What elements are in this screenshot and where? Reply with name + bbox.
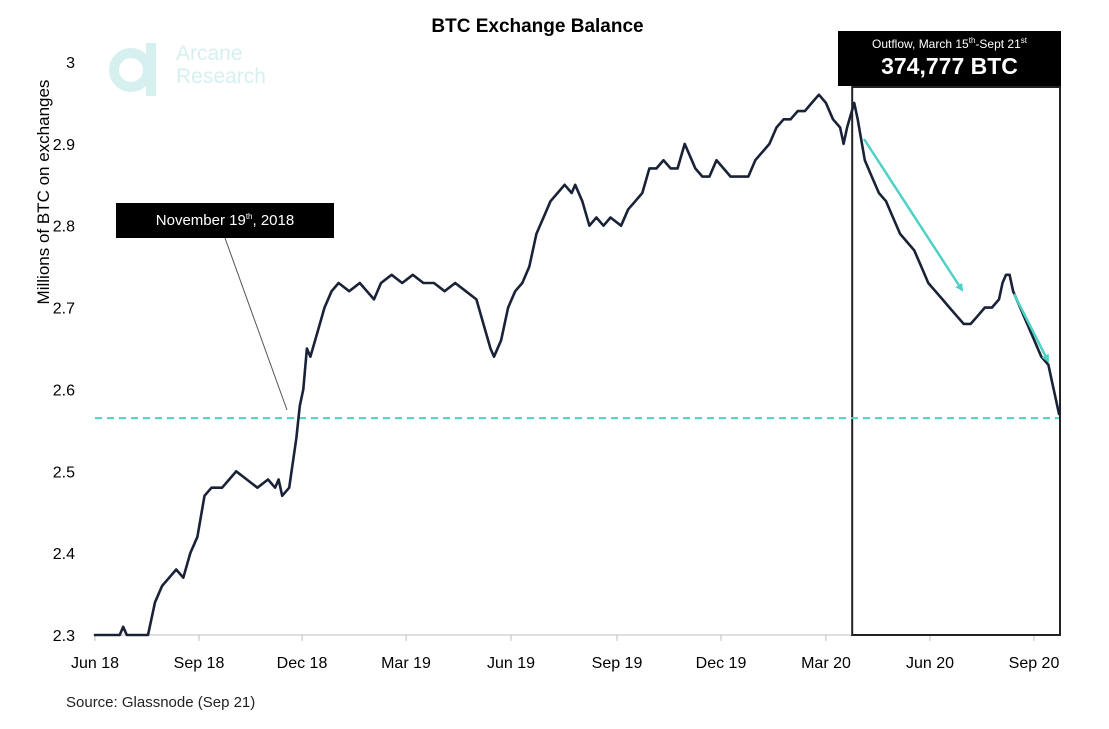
outflow-caption-sup1: th — [968, 36, 976, 45]
y-tick-label: 3 — [66, 55, 75, 72]
y-tick-label: 2.8 — [53, 219, 75, 236]
callout-leader — [224, 237, 288, 411]
x-tick-label: Sep 20 — [1009, 655, 1060, 672]
highlight-region-box — [851, 86, 1062, 636]
x-tick-label: Jun 20 — [906, 655, 954, 672]
y-tick-label: 2.9 — [53, 137, 75, 154]
outflow-caption-sup2: st — [1020, 36, 1027, 45]
x-tick-label: Dec 18 — [277, 655, 328, 672]
x-tick-label: Jun 19 — [487, 655, 535, 672]
y-tick-label: 2.4 — [53, 546, 75, 563]
chart-title: BTC Exchange Balance — [431, 16, 644, 37]
outflow-callout: Outflow, March 15th-Sept 21st 374,777 BT… — [838, 31, 1061, 86]
x-tick-label: Mar 20 — [801, 655, 851, 672]
y-tick-label: 2.3 — [53, 628, 75, 645]
outflow-caption-prefix: Outflow, March 15 — [872, 37, 969, 51]
trend-arrows — [862, 138, 1050, 363]
trend-arrow-2 — [1012, 293, 1050, 363]
x-tick-label: Sep 18 — [174, 655, 225, 672]
arcane-logo-icon — [109, 43, 156, 96]
logo-wordmark: Arcane Research — [176, 42, 266, 88]
y-tick-label: 2.5 — [53, 464, 75, 481]
november-callout-suffix: , 2018 — [252, 212, 295, 229]
november-callout: November 19th, 2018 — [116, 203, 334, 238]
highlight-region — [851, 86, 1062, 636]
arcane-research-logo: Arcane Research — [104, 40, 304, 100]
x-tick-label: Sep 19 — [592, 655, 643, 672]
november-callout-sup: th — [245, 212, 253, 221]
y-tick-label: 2.6 — [53, 382, 75, 399]
x-tick-label: Jun 18 — [71, 655, 119, 672]
trend-arrow-1 — [862, 138, 964, 292]
chart-axes: Jun 18 Sep 18 Dec 18 Mar 19 Jun 19 Sep 19 Dec … — [53, 55, 1061, 672]
november-callout-prefix: November 19 — [155, 212, 246, 229]
outflow-value: 374,777 BTC — [881, 53, 1018, 79]
outflow-caption-mid: -Sept 21 — [975, 37, 1021, 51]
x-tick-label: Dec 19 — [696, 655, 747, 672]
logo-line-1: Arcane — [176, 42, 243, 65]
source-note: Source: Glassnode (Sep 21) — [66, 694, 256, 711]
x-tick-label: Mar 19 — [381, 655, 431, 672]
outflow-caption: Outflow, March 15th-Sept 21st — [838, 36, 1061, 52]
logo-line-2: Research — [176, 65, 266, 88]
y-tick-label: 2.7 — [53, 301, 75, 318]
series-line — [93, 93, 1061, 637]
november-leader-line — [224, 237, 288, 411]
series-group — [93, 93, 1061, 637]
